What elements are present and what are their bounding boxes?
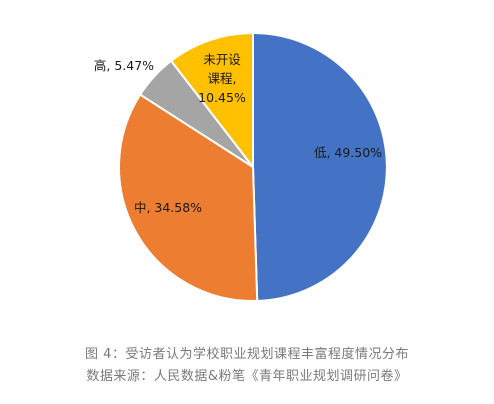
pie-chart: 低, 49.50% 中, 34.58% 高, 5.47% 未开设课程, 10.45% <box>94 31 388 302</box>
pie-chart-svg: 低, 49.50% 中, 34.58% 高, 5.47% 未开设课程, 10.45% <box>94 31 388 302</box>
data-label-line: 课程, <box>208 71 237 86</box>
data-label-notset: 未开设课程, 10.45% <box>198 52 246 105</box>
pie-slice-notset <box>169 31 254 170</box>
data-label-line: 未开设 <box>203 52 241 67</box>
caption-source: 数据来源：人民数据&粉笔《青年职业规划调研问卷》 <box>86 369 408 384</box>
data-label-low: 低, 49.50% <box>314 145 382 160</box>
pie-slice-low <box>252 31 388 302</box>
pie-slices <box>118 31 388 302</box>
data-label-mid: 中, 34.58% <box>134 200 202 215</box>
caption-title: 图 4：受访者认为学校职业规划课程丰富程度情况分布 <box>85 347 409 362</box>
data-label-line: 10.45% <box>198 90 246 105</box>
pie-data-labels: 低, 49.50% 中, 34.58% 高, 5.47% 未开设课程, 10.45% <box>94 52 382 215</box>
data-label-high: 高, 5.47% <box>94 58 154 73</box>
data-label-line: 高, 5.47% <box>94 58 154 73</box>
data-label-line: 中, 34.58% <box>134 200 202 215</box>
figure-caption: 图 4：受访者认为学校职业规划课程丰富程度情况分布 数据来源：人民数据&粉笔《青… <box>0 344 494 388</box>
pie-slice-mid <box>118 93 259 302</box>
data-label-line: 低, 49.50% <box>314 145 382 160</box>
